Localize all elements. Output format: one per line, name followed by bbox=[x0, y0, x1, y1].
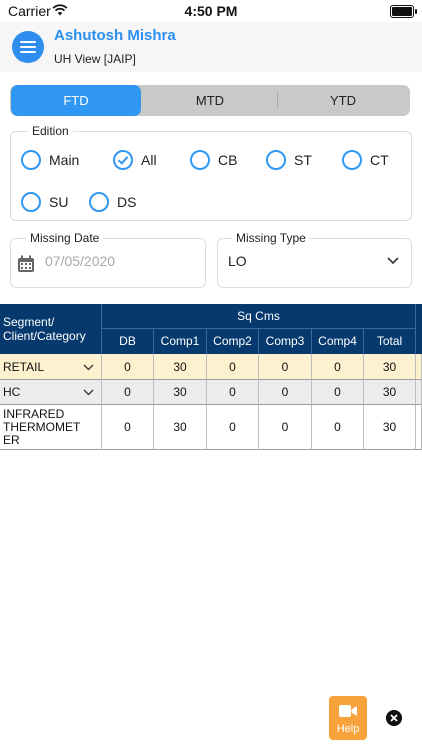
missing-type-select[interactable]: LO bbox=[217, 238, 412, 288]
edition-option-all[interactable]: All bbox=[113, 150, 173, 170]
chevron-down-icon[interactable] bbox=[83, 364, 94, 371]
column-header-comp1: Comp1 bbox=[154, 329, 207, 354]
cell-comp1: 30 bbox=[154, 380, 207, 405]
battery-icon bbox=[390, 5, 417, 18]
column-header-comp3: Comp3 bbox=[259, 329, 312, 354]
app-header: Ashutosh Mishra UH View [JAIP] bbox=[0, 22, 422, 72]
video-camera-icon bbox=[339, 705, 357, 717]
row-overflow bbox=[416, 380, 422, 405]
missing-date-legend: Missing Date bbox=[26, 231, 104, 245]
wifi-icon bbox=[52, 4, 68, 16]
cell-total: 30 bbox=[364, 405, 416, 450]
cell-comp4: 0 bbox=[312, 380, 364, 405]
menu-icon[interactable] bbox=[12, 31, 44, 63]
column-header-total: Total bbox=[364, 329, 416, 354]
cell-comp3: 0 bbox=[259, 380, 312, 405]
table-header-overflow bbox=[416, 304, 422, 354]
edition-option-ct[interactable]: CT bbox=[342, 150, 402, 170]
segment-column-header: Segment/ Client/Category bbox=[0, 304, 102, 354]
missing-date-value: 07/05/2020 bbox=[45, 253, 116, 269]
edition-option-main[interactable]: Main bbox=[21, 150, 91, 170]
row-label: HC bbox=[0, 380, 102, 405]
cell-db: 0 bbox=[102, 405, 154, 450]
edition-legend: Edition bbox=[28, 124, 73, 138]
cell-comp4: 0 bbox=[312, 405, 364, 450]
status-bar: Carrier 4:50 PM bbox=[0, 0, 422, 22]
cell-comp2: 0 bbox=[207, 354, 259, 380]
carrier-label: Carrier bbox=[8, 3, 51, 19]
help-label: Help bbox=[336, 723, 360, 735]
cell-comp3: 0 bbox=[259, 405, 312, 450]
period-tabs: FTD MTD YTD bbox=[10, 85, 410, 116]
cell-total: 30 bbox=[364, 380, 416, 405]
edition-option-su[interactable]: SU bbox=[21, 192, 81, 212]
cell-db: 0 bbox=[102, 354, 154, 380]
cell-db: 0 bbox=[102, 380, 154, 405]
cell-comp4: 0 bbox=[312, 354, 364, 380]
status-time: 4:50 PM bbox=[184, 3, 238, 19]
cell-total: 30 bbox=[364, 354, 416, 380]
close-icon[interactable] bbox=[386, 710, 402, 726]
column-header-comp2: Comp2 bbox=[207, 329, 259, 354]
help-button[interactable]: Help bbox=[329, 696, 367, 740]
tab-ytd[interactable]: YTD bbox=[330, 93, 356, 108]
edition-option-ds[interactable]: DS bbox=[89, 192, 149, 212]
chevron-down-icon[interactable] bbox=[83, 389, 94, 396]
row-overflow bbox=[416, 405, 422, 450]
cell-comp3: 0 bbox=[259, 354, 312, 380]
tab-ftd[interactable]: FTD bbox=[11, 85, 141, 116]
view-subtitle: UH View [JAIP] bbox=[54, 52, 136, 66]
check-icon bbox=[113, 150, 133, 170]
missing-date-field[interactable]: 07/05/2020 bbox=[10, 238, 206, 288]
row-label: RETAIL bbox=[0, 354, 102, 380]
edition-option-st[interactable]: ST bbox=[266, 150, 326, 170]
calendar-icon bbox=[18, 255, 34, 272]
tab-mtd[interactable]: MTD bbox=[195, 93, 225, 108]
row-overflow bbox=[416, 354, 422, 380]
row-label: INFRARED THERMOMET ER bbox=[0, 405, 102, 450]
edition-option-cb[interactable]: CB bbox=[190, 150, 250, 170]
cell-comp2: 0 bbox=[207, 405, 259, 450]
cell-comp1: 30 bbox=[154, 405, 207, 450]
edition-group bbox=[10, 131, 412, 221]
user-name: Ashutosh Mishra bbox=[54, 27, 176, 44]
column-header-db: DB bbox=[102, 329, 154, 354]
cell-comp1: 30 bbox=[154, 354, 207, 380]
column-header-comp4: Comp4 bbox=[312, 329, 364, 354]
chevron-down-icon bbox=[387, 257, 399, 265]
missing-type-legend: Missing Type bbox=[232, 231, 310, 245]
missing-type-value: LO bbox=[228, 253, 247, 269]
cell-comp2: 0 bbox=[207, 380, 259, 405]
sq-cms-group-header: Sq Cms bbox=[102, 304, 416, 329]
